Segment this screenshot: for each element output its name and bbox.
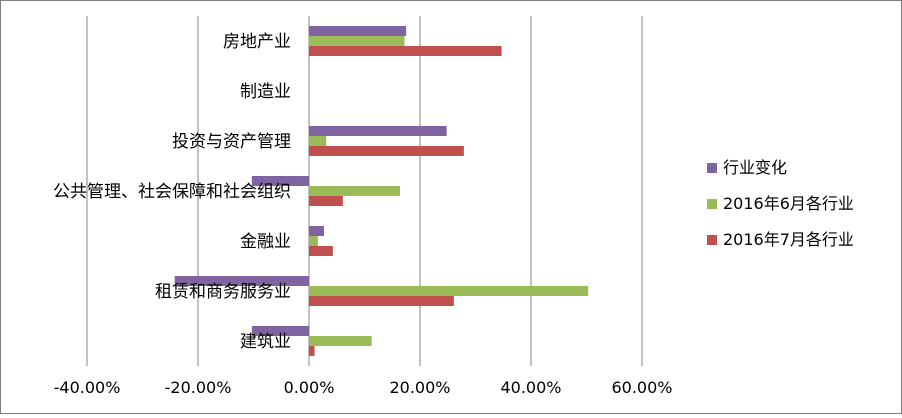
x-tick-label-5: 60.00%: [611, 378, 672, 397]
legend-swatch-0: [707, 163, 717, 173]
bar-series1-cat6: [309, 336, 372, 346]
bar-series1-cat3: [309, 186, 401, 196]
legend-label-2: 2016年7月各行业: [723, 230, 854, 249]
x-tick-labels: -40.00% -20.00% 0.00% 20.00% 40.00% 60.00%: [54, 378, 673, 397]
bar-series0-cat0: [309, 26, 407, 36]
bar-series1-cat5: [309, 286, 589, 296]
bar-series1-cat2: [309, 136, 327, 146]
x-tick-label-3: 20.00%: [389, 378, 450, 397]
bar-series0-cat3: [251, 176, 309, 186]
bar-series2-cat3: [309, 196, 343, 206]
legend-swatch-2: [707, 235, 717, 245]
x-tick-label-0: -40.00%: [54, 378, 121, 397]
bar-series2-cat6: [309, 346, 315, 356]
legend-label-0: 行业变化: [723, 158, 787, 177]
bar-series2-cat4: [309, 246, 333, 256]
bar-series2-cat2: [309, 146, 464, 156]
bar-series0-cat2: [309, 126, 447, 136]
x-tick-label-2: 0.00%: [284, 378, 335, 397]
x-tick-label-4: 40.00%: [500, 378, 561, 397]
bar-series1-cat0: [309, 36, 405, 46]
category-label-3: 公共管理、社会保障和社会组织: [53, 182, 291, 202]
bar-series2-cat0: [309, 46, 502, 56]
x-tick-label-1: -20.00%: [165, 378, 232, 397]
legend: 行业变化 2016年6月各行业 2016年7月各行业: [707, 158, 854, 249]
category-label-6: 建筑业: [240, 332, 291, 352]
category-label-1: 制造业: [240, 82, 291, 102]
bars: [174, 26, 589, 356]
category-label-4: 金融业: [240, 232, 291, 252]
bar-series0-cat5: [174, 276, 309, 286]
bar-series1-cat4: [309, 236, 318, 246]
bar-series2-cat5: [309, 296, 454, 306]
legend-swatch-1: [707, 199, 717, 209]
category-label-5: 租赁和商务服务业: [155, 282, 291, 302]
category-labels: 房地产业制造业投资与资产管理公共管理、社会保障和社会组织金融业租赁和商务服务业建…: [53, 32, 291, 352]
bar-series0-cat4: [309, 226, 324, 236]
category-label-0: 房地产业: [223, 32, 291, 52]
category-label-2: 投资与资产管理: [172, 132, 291, 152]
legend-label-1: 2016年6月各行业: [723, 194, 854, 213]
bar-series0-cat6: [251, 326, 309, 336]
